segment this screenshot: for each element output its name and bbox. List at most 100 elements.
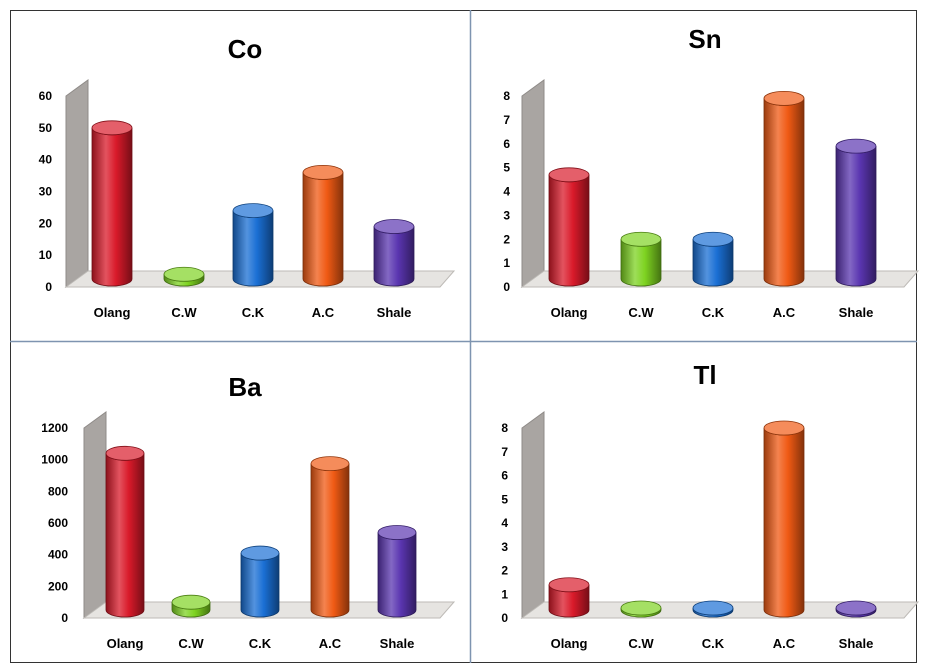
bar-cap	[763, 90, 805, 106]
bar-body	[548, 174, 590, 287]
y-tick-label: 800	[48, 484, 68, 498]
y-tick-label: 400	[48, 548, 68, 562]
bar-cap	[240, 545, 280, 561]
bar-body	[377, 532, 417, 618]
bar	[548, 167, 590, 287]
x-category-label: C.W	[178, 636, 204, 651]
bars	[91, 120, 415, 287]
back-wall-surface	[83, 411, 107, 619]
y-tick-label: 5	[503, 161, 510, 175]
y-tick-label: 10	[39, 248, 53, 262]
x-labels: Olang C.W C.K A.C Shale	[107, 636, 415, 651]
bar	[310, 456, 350, 618]
bar-body	[835, 146, 877, 287]
y-tick-label: 1000	[41, 453, 68, 467]
bar-cap	[377, 525, 417, 540]
bar-cap	[91, 120, 133, 136]
bar	[240, 545, 280, 618]
bars	[105, 445, 417, 618]
y-tick-label: 20	[39, 216, 53, 230]
x-category-label: C.W	[628, 636, 654, 651]
x-category-label: C.K	[249, 636, 272, 651]
bar-cap	[105, 445, 145, 461]
panel-ba: Ba 0 200 400 600 800 1000 1200 Olang C.W C.K A.C S…	[41, 372, 456, 651]
panel-borders	[10, 10, 917, 663]
bar	[163, 266, 205, 287]
bar-cap	[373, 219, 415, 234]
x-category-label: Shale	[377, 305, 412, 320]
x-category-label: Shale	[839, 305, 874, 320]
panel-co: Co 0 10 20 30 40 50 60 Olang C.W C.K A.C Shale	[39, 34, 456, 320]
y-tick-label: 40	[39, 153, 53, 167]
bar-cap	[835, 138, 877, 154]
bar	[692, 231, 734, 287]
y-tick-label: 50	[39, 121, 53, 135]
y-tick-label: 0	[503, 280, 510, 294]
y-tick-label: 600	[48, 516, 68, 530]
x-category-label: A.C	[773, 636, 796, 651]
bar-cap	[692, 231, 734, 247]
bar	[105, 445, 145, 618]
x-labels: Olang C.W C.K A.C Shale	[551, 305, 874, 320]
bar-body	[91, 127, 133, 287]
y-tick-label: 3	[501, 540, 508, 554]
y-tick-label: 1200	[41, 421, 68, 435]
x-category-label: Olang	[94, 305, 131, 320]
y-tick-label: 5	[501, 492, 508, 506]
y-tick-label: 7	[503, 113, 510, 127]
back-wall	[83, 411, 107, 619]
x-labels: Olang C.W C.K A.C Shale	[94, 305, 412, 320]
bar	[620, 600, 662, 618]
y-tick-label: 6	[501, 469, 508, 483]
bar	[232, 203, 274, 287]
bar	[377, 525, 417, 618]
x-category-label: Olang	[551, 305, 588, 320]
bar-body	[373, 226, 415, 287]
y-tick-label: 200	[48, 579, 68, 593]
y-ticks: 0 10 20 30 40 50 60	[39, 89, 53, 294]
back-wall-surface	[521, 79, 545, 288]
bar-cap	[692, 600, 734, 616]
bar-cap	[835, 600, 877, 616]
y-ticks: 0 1 2 3 4 5 6 7 8	[501, 421, 508, 625]
bar-body	[240, 553, 280, 618]
panel-tl: Tl 0 1 2 3 4 5 6 7 8 Olang C.W C.K A.C Shale	[501, 360, 920, 651]
bar	[302, 164, 344, 287]
y-tick-label: 6	[503, 137, 510, 151]
y-tick-label: 0	[45, 280, 52, 294]
bar-cap	[620, 231, 662, 247]
x-category-label: Olang	[551, 636, 588, 651]
bar-body	[105, 453, 145, 618]
y-tick-label: 3	[503, 208, 510, 222]
x-category-label: A.C	[773, 305, 796, 320]
bar	[763, 420, 805, 618]
y-tick-label: 4	[503, 185, 510, 199]
x-category-label: Shale	[380, 636, 415, 651]
bar	[763, 90, 805, 287]
bar-body	[232, 210, 274, 287]
x-category-label: Shale	[839, 636, 874, 651]
bar-cap	[163, 266, 205, 282]
bars	[548, 90, 877, 287]
y-tick-label: 1	[503, 256, 510, 270]
back-wall-surface	[521, 411, 545, 619]
x-category-label: C.K	[242, 305, 265, 320]
bar-cap	[763, 420, 805, 436]
bar-body	[302, 172, 344, 287]
bar-body	[763, 98, 805, 287]
x-category-label: A.C	[319, 636, 342, 651]
y-tick-label: 2	[501, 564, 508, 578]
bar-body	[310, 463, 350, 618]
bar-cap	[620, 600, 662, 616]
y-tick-label: 4	[501, 516, 508, 530]
y-tick-label: 8	[501, 421, 508, 435]
bar-cap	[232, 203, 274, 219]
x-category-label: Olang	[107, 636, 144, 651]
y-tick-label: 30	[39, 185, 53, 199]
x-category-label: C.W	[171, 305, 197, 320]
y-tick-label: 0	[501, 611, 508, 625]
y-tick-label: 0	[61, 611, 68, 625]
chart-title: Ba	[228, 372, 262, 402]
y-tick-label: 1	[501, 587, 508, 601]
